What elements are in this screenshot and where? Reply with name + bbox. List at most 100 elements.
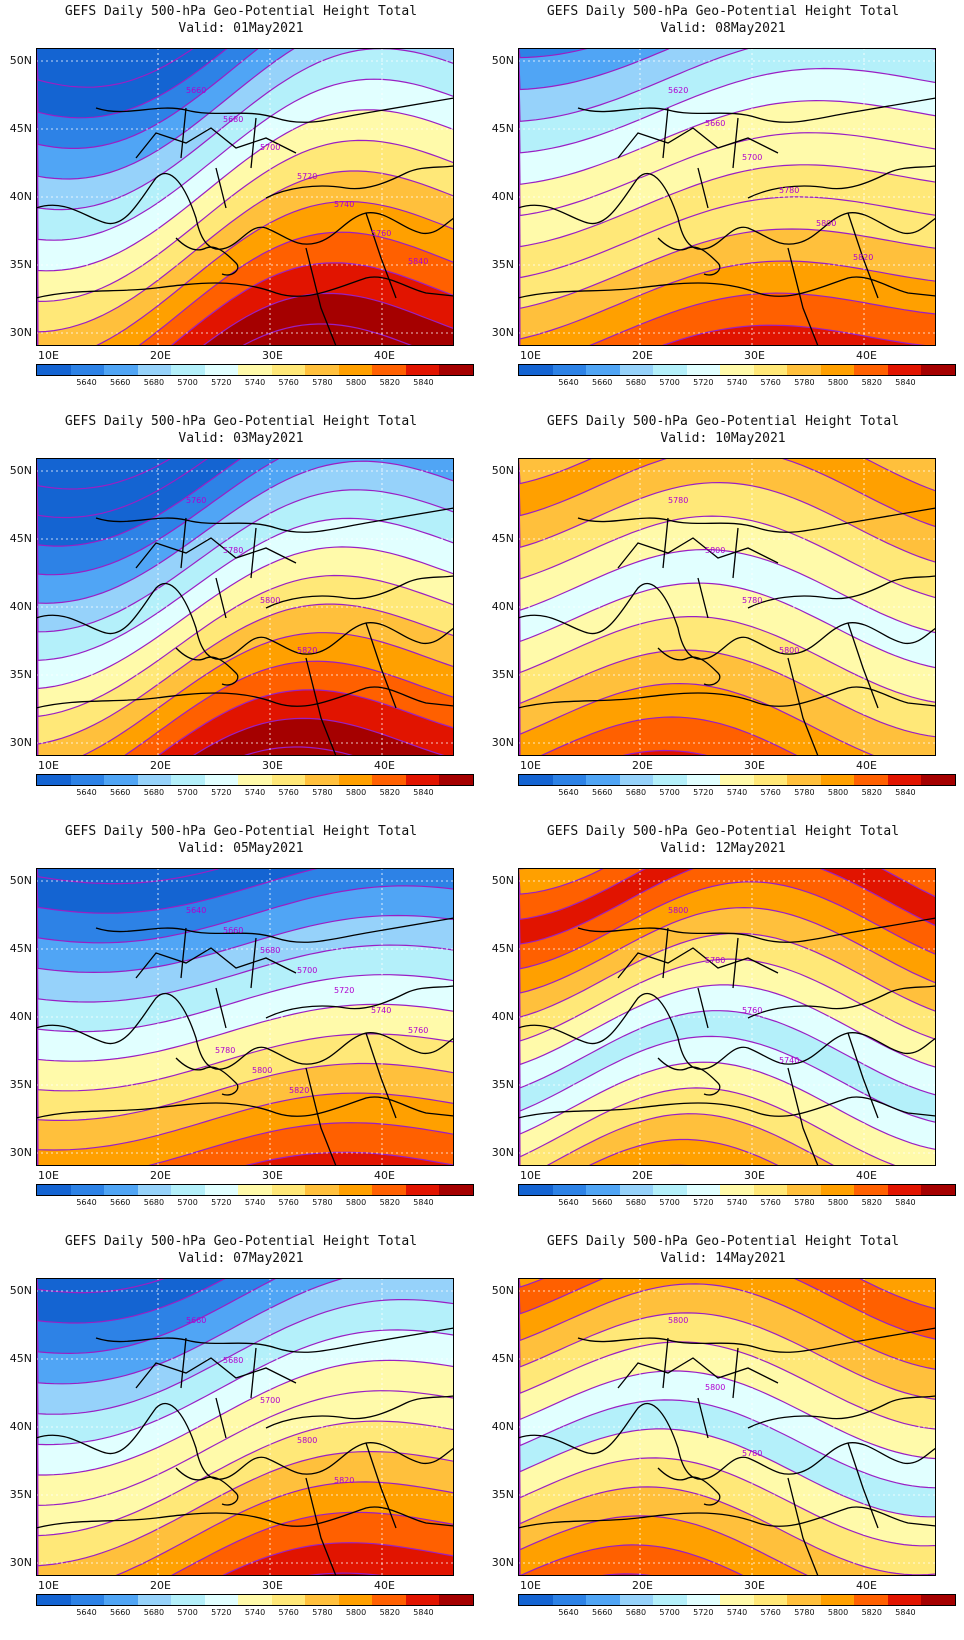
- coastline-border: [365, 1032, 397, 1119]
- longitude-label: 20E: [150, 759, 171, 772]
- colorbar-label: 5700: [659, 788, 680, 797]
- colorbar-swatch: [854, 365, 888, 375]
- contour-label: 5700: [260, 143, 280, 152]
- colorbar-label: 5760: [278, 1198, 299, 1207]
- contour-label: 5780: [705, 956, 725, 965]
- coastline-border: [577, 507, 936, 533]
- contour-label: 5700: [297, 966, 317, 975]
- coastline-border: [518, 992, 936, 1070]
- colorbar-swatch: [104, 1595, 138, 1605]
- coastline-border: [617, 1357, 779, 1389]
- colorbar-label: 5820: [861, 1608, 882, 1617]
- colorbar-swatch: [921, 365, 955, 375]
- geopotential-height-map: 5800 5800 5780: [518, 1278, 936, 1576]
- colorbar-label: 5800: [827, 378, 849, 387]
- contour-label: 5620: [668, 86, 688, 95]
- contour-label: 5780: [215, 1046, 235, 1055]
- colorbar-swatch: [70, 1595, 105, 1605]
- coastline-border: [365, 1442, 397, 1529]
- colorbar-swatch: [519, 775, 553, 785]
- colorbar-label: 5740: [244, 1608, 266, 1617]
- colorbar-label: 5720: [693, 1608, 714, 1617]
- colorbar-label: 5740: [244, 788, 266, 797]
- colorbar-swatch: [137, 775, 172, 785]
- panel-valid-date: Valid: 05May2021: [178, 841, 304, 856]
- latitude-label: 40N: [9, 190, 32, 203]
- colorbar-swatch: [820, 775, 855, 785]
- contour-label: 5660: [705, 119, 725, 128]
- coastline-border: [787, 247, 819, 346]
- colorbar-swatch: [519, 1595, 553, 1605]
- colorbar-swatch: [887, 775, 922, 785]
- colorbar-label: 5700: [177, 1608, 198, 1617]
- coastline-border: [617, 537, 779, 569]
- colorbar: [36, 1594, 474, 1606]
- contour-label: 5680: [223, 115, 243, 124]
- contour-label: 5740: [334, 200, 354, 209]
- colorbar-swatch: [887, 1595, 922, 1605]
- colorbar: [518, 774, 956, 786]
- colorbar-label: 5780: [794, 788, 815, 797]
- contour-label: 5740: [779, 1056, 799, 1065]
- colorbar-swatch: [619, 775, 654, 785]
- colorbar-swatch: [854, 1185, 888, 1195]
- map-panel: GEFS Daily 500-hPa Geo-Potential Height …: [0, 410, 482, 820]
- panel-title: GEFS Daily 500-hPa Geo-Potential Height …: [64, 824, 418, 839]
- coastline-border: [847, 212, 879, 299]
- colorbar-label: 5800: [345, 378, 367, 387]
- colorbar-swatch: [619, 1185, 654, 1195]
- colorbar-swatch: [854, 1595, 888, 1605]
- longitude-label: 30E: [744, 1169, 765, 1182]
- contour-label: 5760: [742, 1006, 762, 1015]
- colorbar-swatch: [653, 365, 687, 375]
- colorbar-label: 5800: [827, 788, 849, 797]
- latitude-label: 50N: [9, 464, 32, 477]
- coastline-border: [662, 107, 739, 209]
- longitude-label: 30E: [262, 1169, 283, 1182]
- latitude-label: 35N: [491, 668, 514, 681]
- height-contour-band: [518, 1278, 936, 1371]
- colorbar-label: 5740: [726, 378, 748, 387]
- colorbar-swatch: [104, 365, 138, 375]
- latitude-label: 45N: [491, 1352, 514, 1365]
- latitude-label: 35N: [491, 1078, 514, 1091]
- colorbar-label: 5640: [76, 788, 97, 797]
- longitude-label: 20E: [632, 349, 653, 362]
- colorbar-swatch: [405, 775, 440, 785]
- colorbar-label: 5780: [312, 788, 333, 797]
- colorbar-swatch: [338, 365, 373, 375]
- colorbar-swatch: [720, 365, 754, 375]
- colorbar-swatch: [238, 775, 272, 785]
- latitude-label: 30N: [491, 736, 514, 749]
- colorbar-label: 5720: [211, 788, 232, 797]
- colorbar-label: 5820: [379, 1608, 400, 1617]
- coastline-border: [577, 917, 936, 943]
- coastline-border: [657, 1467, 721, 1506]
- colorbar-swatch: [305, 775, 339, 785]
- coastline-border: [36, 1506, 454, 1529]
- coastline-border: [265, 1395, 454, 1429]
- contour-label: 5800: [816, 219, 836, 228]
- coastline-border: [36, 686, 454, 709]
- coastline-border: [518, 686, 936, 709]
- colorbar-label: 5740: [244, 1198, 266, 1207]
- colorbar-swatch: [70, 775, 105, 785]
- colorbar-label: 5840: [895, 1608, 916, 1617]
- colorbar-swatch: [137, 1185, 172, 1195]
- colorbar-swatch: [753, 1185, 788, 1195]
- coastline-border: [662, 927, 739, 1029]
- latitude-label: 45N: [491, 942, 514, 955]
- colorbar-label: 5700: [177, 378, 198, 387]
- colorbar-label: 5760: [760, 788, 781, 797]
- coastline-border: [662, 517, 739, 619]
- longitude-label: 30E: [744, 759, 765, 772]
- colorbar-swatch: [338, 1185, 373, 1195]
- map-frame: [36, 868, 454, 1166]
- longitude-label: 40E: [374, 1579, 395, 1592]
- map-panel: GEFS Daily 500-hPa Geo-Potential Height …: [482, 410, 964, 820]
- colorbar-label: 5720: [211, 378, 232, 387]
- colorbar-label: 5760: [760, 1198, 781, 1207]
- colorbar-label: 5760: [278, 1608, 299, 1617]
- latitude-label: 40N: [9, 1010, 32, 1023]
- latitude-label: 40N: [491, 190, 514, 203]
